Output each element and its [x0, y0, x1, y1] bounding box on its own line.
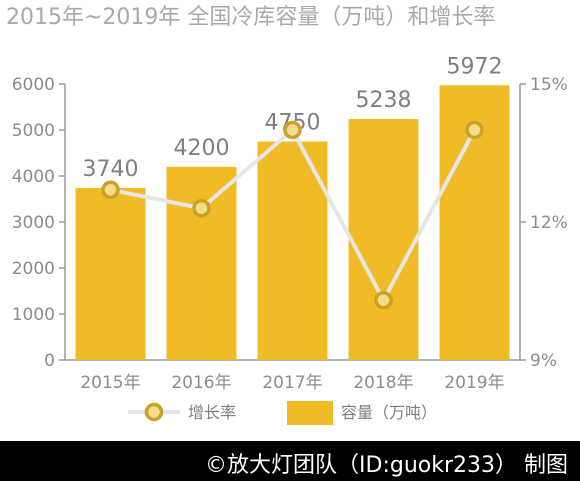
x-axis-tick-label: 2016年	[171, 373, 231, 393]
left-axis-tick-label: 6000	[12, 75, 55, 95]
bar	[257, 141, 328, 360]
legend-marker-swatch	[144, 402, 164, 422]
x-axis-tick-label: 2015年	[80, 373, 140, 393]
chart-legend: 增长率 容量（万吨）	[128, 401, 437, 425]
line-series	[101, 120, 484, 310]
legend-label-capacity: 容量（万吨）	[341, 403, 437, 422]
bar-value-label: 5238	[356, 88, 412, 113]
bar-series: 37404200475052385972	[75, 54, 510, 361]
bar-value-label: 3740	[83, 157, 139, 182]
bar	[75, 187, 146, 360]
left-axis-tick-label: 4000	[12, 167, 55, 187]
right-axis-tick-label: 9%	[530, 351, 557, 371]
right-axis-tick-label: 15%	[530, 75, 568, 95]
footer-credit: ©放大灯团队（ID:guokr233） 制图	[205, 453, 568, 478]
growth-point	[192, 198, 211, 218]
growth-point	[465, 120, 484, 140]
chart-axes: 0 1000 2000 3000 4000 5000 6000 9% 12% 15% 2015年 20…	[12, 75, 568, 393]
chart-canvas: 2015年~2019年 全国冷库容量（万吨）和增长率 0 1000 2000 3000…	[6, 5, 568, 425]
right-axis-tick-label: 12%	[530, 213, 568, 233]
x-axis-tick-label: 2018年	[353, 373, 413, 393]
left-axis-tick-label: 0	[44, 351, 55, 371]
chart-title: 2015年~2019年 全国冷库容量（万吨）和增长率	[6, 5, 495, 30]
bar	[348, 119, 419, 360]
growth-point	[283, 120, 302, 140]
x-axis-tick-label: 2019年	[444, 373, 504, 393]
x-axis-tick-label: 2017年	[262, 373, 322, 393]
left-axis-tick-label: 1000	[12, 305, 55, 325]
growth-point	[101, 180, 120, 200]
bar	[166, 166, 237, 360]
bar-value-label: 4200	[174, 136, 230, 161]
left-axis-tick-label: 2000	[12, 259, 55, 279]
left-axis-tick-label: 5000	[12, 121, 55, 141]
left-axis-tick-label: 3000	[12, 213, 55, 233]
bar-value-label: 5972	[447, 54, 503, 79]
growth-point	[374, 290, 393, 310]
footer-bar: ©放大灯团队（ID:guokr233） 制图	[0, 441, 580, 481]
legend-label-growth: 增长率	[188, 403, 236, 422]
legend-bar-swatch	[287, 401, 333, 425]
